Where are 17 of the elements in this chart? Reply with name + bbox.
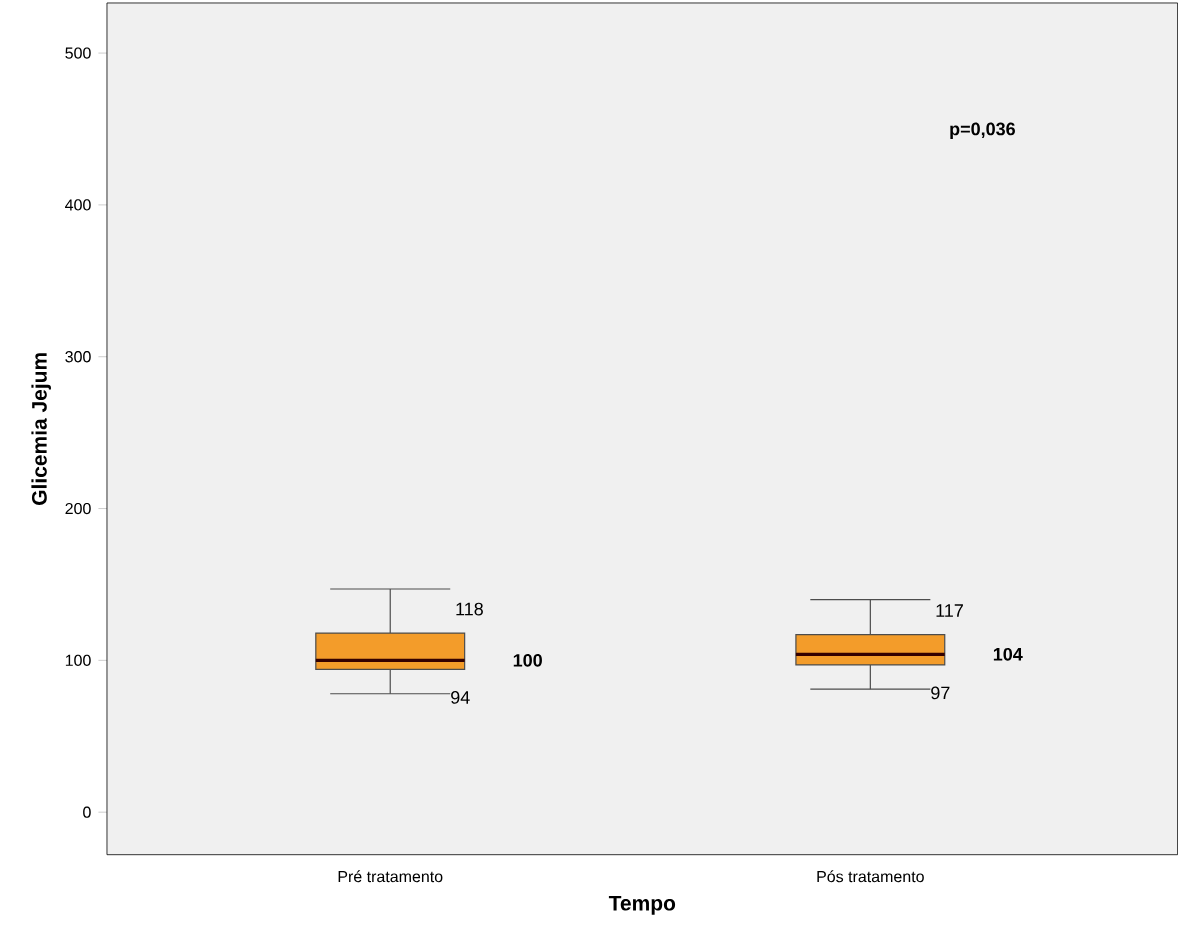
y-tick-label: 200 (65, 503, 91, 515)
annotation: 118 (456, 602, 483, 616)
x-axis-title: Tempo (608, 896, 676, 915)
y-tick-label: 300 (65, 351, 91, 363)
annotation: 94 (451, 691, 470, 705)
x-tick-label: Pré tratamento (338, 870, 443, 883)
y-tick-label: 100 (65, 654, 91, 667)
y-tick-label: 0 (83, 806, 91, 819)
annotation: 117 (936, 604, 963, 617)
annotation: p=0,036 (950, 122, 1015, 140)
x-tick-label: Pós tratamento (817, 870, 924, 883)
y-tick-label: 500 (65, 47, 91, 59)
annotation: 100 (513, 654, 542, 667)
annotation: 97 (931, 686, 950, 700)
annotation: 104 (993, 648, 1023, 661)
y-axis-title: Glicemia Jejum (31, 353, 51, 506)
y-tick-label: 400 (65, 199, 91, 211)
